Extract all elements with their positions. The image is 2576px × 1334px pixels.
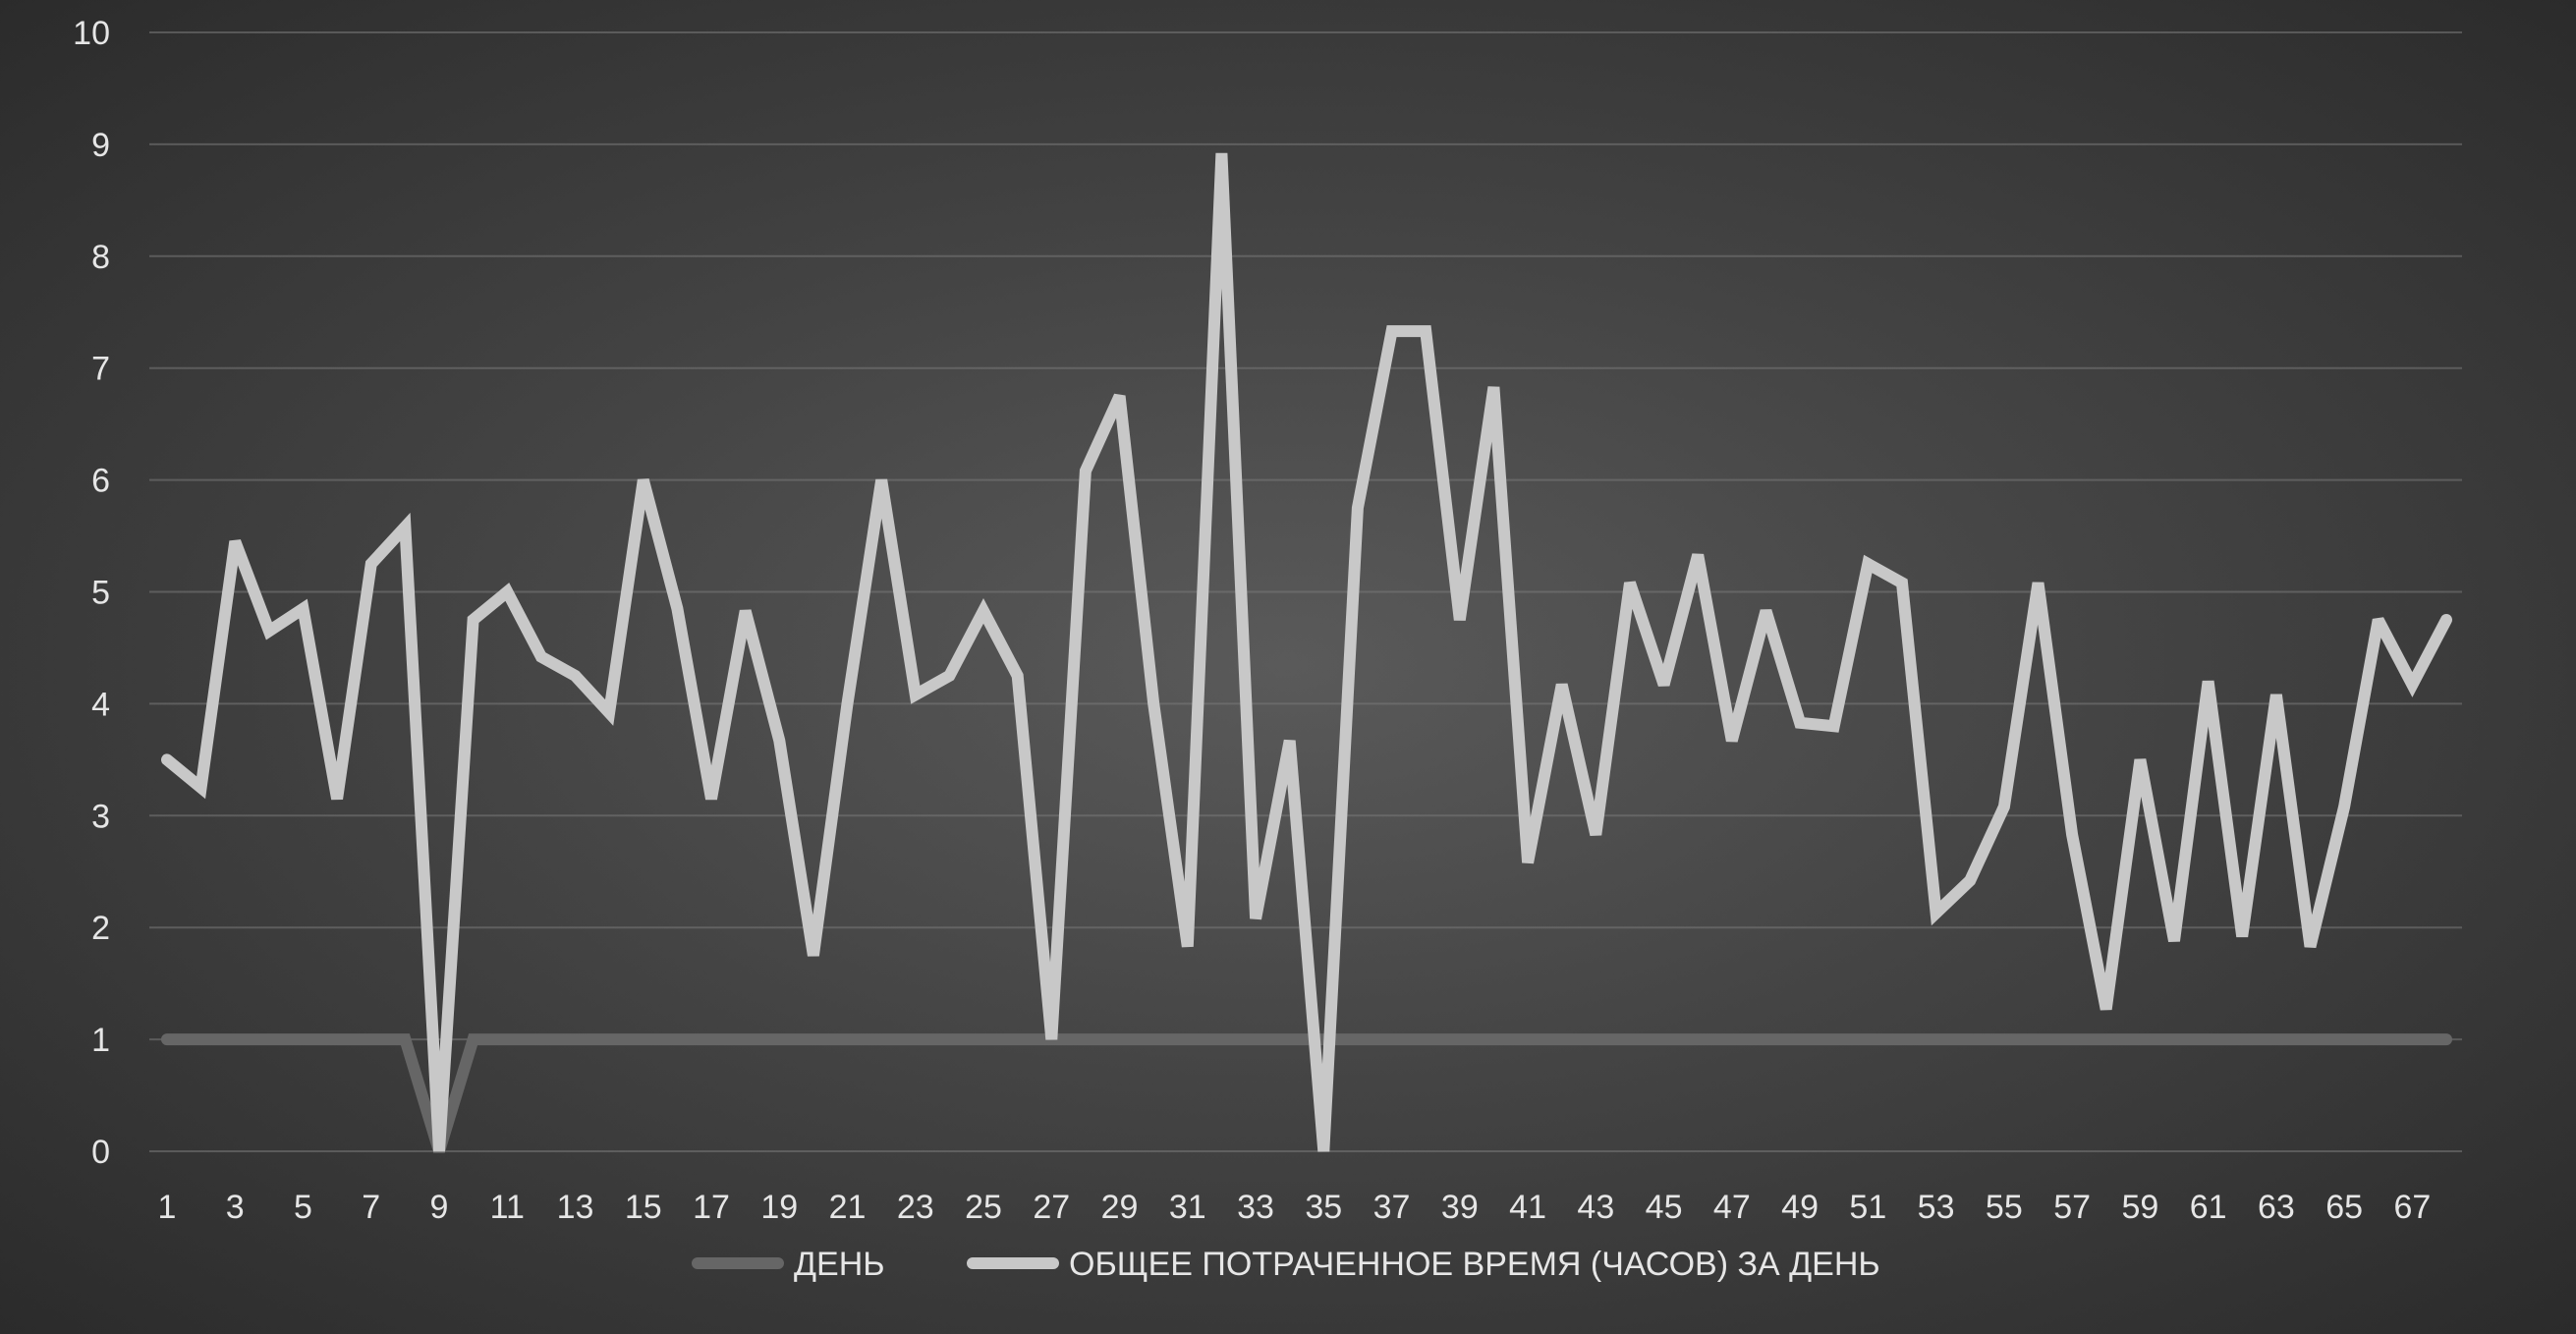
x-tick-label: 35 xyxy=(1305,1189,1342,1226)
legend-label: ДЕНЬ xyxy=(794,1246,885,1283)
series-lines xyxy=(161,152,2452,1153)
x-tick-label: 67 xyxy=(2393,1189,2431,1226)
x-tick-label: 15 xyxy=(625,1189,662,1226)
legend-label: ОБЩЕЕ ПОТРАЧЕННОЕ ВРЕМЯ (ЧАСОВ) ЗА ДЕНЬ xyxy=(1069,1246,1880,1283)
x-tick-label: 9 xyxy=(430,1189,449,1226)
x-tick-label: 63 xyxy=(2258,1189,2295,1226)
y-tick-label: 0 xyxy=(91,1134,110,1171)
y-tick-label: 8 xyxy=(91,239,110,276)
x-tick-label: 33 xyxy=(1237,1189,1274,1226)
x-tick-label: 19 xyxy=(760,1189,798,1226)
y-axis-ticks: 0 1 2 3 4 5 6 7 8 9 10 xyxy=(73,15,110,1171)
x-tick-label: 49 xyxy=(1781,1189,1819,1226)
x-tick-label: 65 xyxy=(2325,1189,2363,1226)
x-tick-label: 11 xyxy=(490,1189,525,1226)
x-tick-label: 47 xyxy=(1713,1189,1751,1226)
x-tick-label: 31 xyxy=(1169,1189,1206,1226)
x-tick-label: 59 xyxy=(2121,1189,2158,1226)
y-tick-label: 9 xyxy=(91,127,110,164)
x-tick-label: 37 xyxy=(1373,1189,1411,1226)
y-tick-label: 7 xyxy=(91,351,110,388)
x-tick-label: 39 xyxy=(1441,1189,1479,1226)
x-tick-label: 21 xyxy=(829,1189,867,1226)
x-tick-label: 17 xyxy=(693,1189,730,1226)
x-tick-label: 41 xyxy=(1509,1189,1546,1226)
x-tick-label: 1 xyxy=(158,1189,177,1226)
legend: ДЕНЬ ОБЩЕЕ ПОТРАЧЕННОЕ ВРЕМЯ (ЧАСОВ) ЗА Д… xyxy=(692,1246,1880,1283)
y-tick-label: 2 xyxy=(91,910,110,947)
y-tick-label: 6 xyxy=(91,463,110,500)
x-tick-label: 51 xyxy=(1849,1189,1886,1226)
x-tick-label: 5 xyxy=(294,1189,312,1226)
series-line-2 xyxy=(161,152,2452,1152)
x-axis-ticks: 1 3 5 7 9 11 13 15 17 19 21 23 25 27 29 31 33 35 37 39 41 43 4… xyxy=(158,1189,2432,1226)
x-tick-label: 23 xyxy=(897,1189,934,1226)
x-tick-label: 27 xyxy=(1033,1189,1070,1226)
y-tick-label: 5 xyxy=(91,575,110,612)
y-tick-label: 3 xyxy=(91,798,110,835)
x-tick-label: 61 xyxy=(2190,1189,2227,1226)
y-tick-label: 10 xyxy=(73,15,110,52)
x-tick-label: 29 xyxy=(1101,1189,1139,1226)
y-tick-label: 4 xyxy=(91,686,110,723)
x-tick-label: 25 xyxy=(965,1189,1002,1226)
x-tick-label: 55 xyxy=(1986,1189,2023,1226)
x-tick-label: 3 xyxy=(226,1189,245,1226)
x-tick-label: 57 xyxy=(2053,1189,2091,1226)
x-tick-label: 7 xyxy=(362,1189,380,1226)
x-tick-label: 45 xyxy=(1646,1189,1683,1226)
x-tick-label: 13 xyxy=(557,1189,594,1226)
x-tick-label: 53 xyxy=(1918,1189,1955,1226)
series-line-1 xyxy=(161,1033,2452,1153)
x-tick-label: 43 xyxy=(1577,1189,1614,1226)
y-tick-label: 1 xyxy=(91,1022,110,1059)
